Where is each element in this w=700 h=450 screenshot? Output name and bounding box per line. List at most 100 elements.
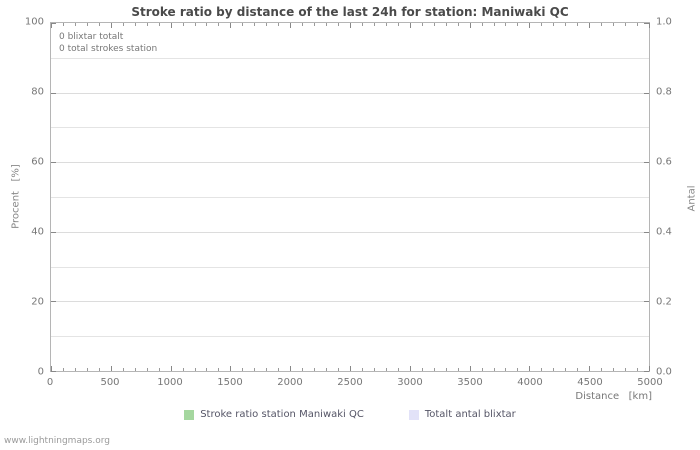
tick-mark bbox=[577, 23, 579, 26]
tick-mark bbox=[51, 371, 56, 372]
tick-mark bbox=[134, 23, 136, 26]
y-tick-label: 20 bbox=[31, 296, 44, 308]
tick-mark bbox=[290, 23, 292, 28]
tick-mark bbox=[625, 23, 627, 26]
annotation-line-2: 0 total strokes station bbox=[59, 44, 158, 54]
tick-mark bbox=[553, 23, 555, 26]
tick-mark bbox=[445, 368, 447, 371]
tick-mark bbox=[254, 368, 256, 371]
x-tick-label: 2500 bbox=[337, 377, 363, 388]
tick-mark bbox=[565, 23, 567, 26]
y2-tick-label: 0.6 bbox=[656, 156, 672, 168]
tick-mark bbox=[644, 231, 649, 233]
tick-mark bbox=[194, 368, 196, 371]
tick-mark bbox=[529, 366, 531, 371]
y-axis-ticks-left: 0 20 40 60 80 100 bbox=[0, 17, 44, 378]
tick-mark bbox=[314, 368, 316, 371]
y-tick-label: 0 bbox=[37, 366, 44, 378]
tick-mark bbox=[433, 23, 435, 26]
tick-mark bbox=[644, 92, 649, 94]
gridline bbox=[51, 231, 649, 233]
tick-mark bbox=[373, 23, 375, 26]
x-axis-ticks: 0 500 1000 1500 2000 2500 3000 3500 4000 4500 5000 bbox=[47, 377, 663, 389]
legend-item-stroke-ratio: Stroke ratio station Maniwaki QC bbox=[184, 409, 364, 420]
x-tick-label: 1500 bbox=[217, 377, 243, 388]
tick-mark bbox=[637, 368, 639, 371]
tick-mark bbox=[51, 162, 56, 164]
tick-mark bbox=[242, 23, 244, 26]
tick-mark bbox=[302, 368, 304, 371]
tick-mark bbox=[98, 368, 100, 371]
tick-mark bbox=[421, 368, 423, 371]
tick-mark bbox=[182, 23, 184, 26]
tick-mark bbox=[481, 23, 483, 26]
tick-mark bbox=[361, 23, 363, 26]
tick-mark bbox=[445, 23, 447, 26]
tick-mark bbox=[134, 368, 136, 371]
tick-mark bbox=[266, 23, 268, 26]
tick-mark bbox=[266, 368, 268, 371]
x-tick-label: 5000 bbox=[637, 377, 663, 388]
tick-mark bbox=[541, 23, 543, 26]
tick-mark bbox=[589, 366, 591, 371]
legend-swatch-total-strokes bbox=[408, 409, 419, 420]
legend-label-stroke-ratio: Stroke ratio station Maniwaki QC bbox=[200, 409, 364, 420]
x-axis-label: Distance [km] bbox=[575, 391, 652, 402]
tick-mark bbox=[98, 23, 100, 26]
tick-mark bbox=[74, 368, 76, 371]
tick-mark bbox=[601, 23, 603, 26]
plot-annotation: 0 blixtar totalt 0 total strokes station bbox=[59, 31, 157, 55]
tick-mark bbox=[433, 368, 435, 371]
tick-mark bbox=[601, 368, 603, 371]
y2-tick-label: 0.2 bbox=[656, 296, 672, 308]
tick-mark bbox=[158, 23, 160, 26]
x-tick-label: 3500 bbox=[457, 377, 483, 388]
tick-mark bbox=[613, 368, 615, 371]
tick-mark bbox=[86, 368, 88, 371]
tick-mark bbox=[51, 301, 56, 303]
tick-mark bbox=[613, 23, 615, 26]
tick-mark bbox=[589, 23, 591, 28]
tick-mark bbox=[290, 366, 292, 371]
tick-mark bbox=[553, 368, 555, 371]
gridline bbox=[51, 127, 649, 129]
x-tick-label: 1000 bbox=[157, 377, 183, 388]
x-tick-label: 2000 bbox=[277, 377, 303, 388]
tick-mark bbox=[254, 23, 256, 26]
tick-mark bbox=[326, 368, 328, 371]
tick-mark bbox=[110, 366, 112, 371]
tick-mark bbox=[314, 23, 316, 26]
legend: Stroke ratio station Maniwaki QC Totalt … bbox=[0, 409, 700, 420]
tick-mark bbox=[122, 368, 124, 371]
tick-mark bbox=[326, 23, 328, 26]
tick-mark bbox=[649, 366, 650, 371]
tick-mark bbox=[469, 366, 471, 371]
tick-mark bbox=[625, 368, 627, 371]
legend-label-total-strokes: Totalt antal blixtar bbox=[424, 409, 516, 420]
plot-area: 0 blixtar totalt 0 total strokes station bbox=[50, 22, 650, 372]
x-tick-label: 500 bbox=[100, 377, 120, 388]
tick-mark bbox=[74, 23, 76, 26]
tick-mark bbox=[644, 371, 649, 372]
watermark: www.lightningmaps.org bbox=[4, 436, 110, 446]
tick-mark bbox=[51, 23, 52, 28]
tick-mark bbox=[230, 366, 232, 371]
tick-mark bbox=[481, 368, 483, 371]
gridline bbox=[51, 92, 649, 94]
tick-mark bbox=[62, 368, 64, 371]
tick-mark bbox=[409, 366, 411, 371]
tick-mark bbox=[206, 368, 208, 371]
tick-mark bbox=[373, 368, 375, 371]
gridline bbox=[51, 266, 649, 268]
tick-mark bbox=[51, 366, 52, 371]
y-tick-label: 100 bbox=[24, 16, 44, 28]
tick-mark bbox=[170, 366, 172, 371]
tick-mark bbox=[385, 368, 387, 371]
tick-mark bbox=[170, 23, 172, 28]
tick-mark bbox=[649, 23, 650, 28]
x-tick-label: 3000 bbox=[397, 377, 423, 388]
tick-mark bbox=[397, 23, 399, 26]
tick-mark bbox=[493, 23, 495, 26]
tick-mark bbox=[51, 231, 56, 233]
tick-mark bbox=[493, 368, 495, 371]
